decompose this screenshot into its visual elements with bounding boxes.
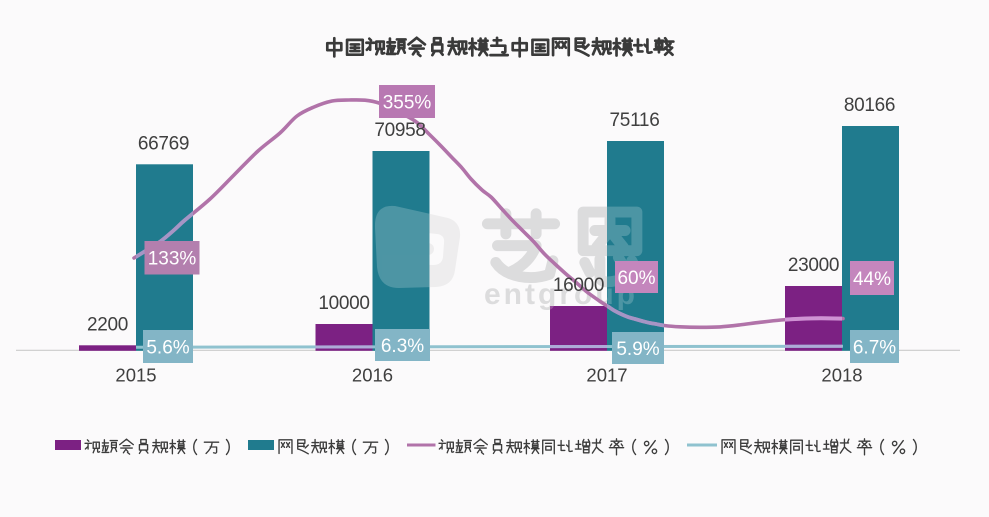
svg-text:66769: 66769 [138,133,189,154]
svg-text:60%: 60% [617,268,655,289]
svg-text:16000: 16000 [553,275,604,296]
svg-text:2015: 2015 [115,365,156,386]
svg-text:23000: 23000 [788,255,839,276]
svg-text:44%: 44% [853,269,891,290]
svg-text:6.3%: 6.3% [381,336,424,357]
svg-text:2017: 2017 [586,365,627,386]
svg-text:2016: 2016 [352,365,393,386]
svg-text:5.9%: 5.9% [616,339,659,360]
svg-text:70958: 70958 [374,120,425,141]
svg-text:355%: 355% [383,92,432,113]
svg-text:10000: 10000 [318,293,369,314]
svg-text:80166: 80166 [844,95,895,116]
svg-text:5.6%: 5.6% [146,337,189,358]
svg-text:6.7%: 6.7% [853,337,896,358]
svg-text:133%: 133% [148,249,197,270]
svg-text:75116: 75116 [610,110,660,131]
svg-text:2200: 2200 [87,314,128,335]
svg-text:2018: 2018 [821,365,862,386]
